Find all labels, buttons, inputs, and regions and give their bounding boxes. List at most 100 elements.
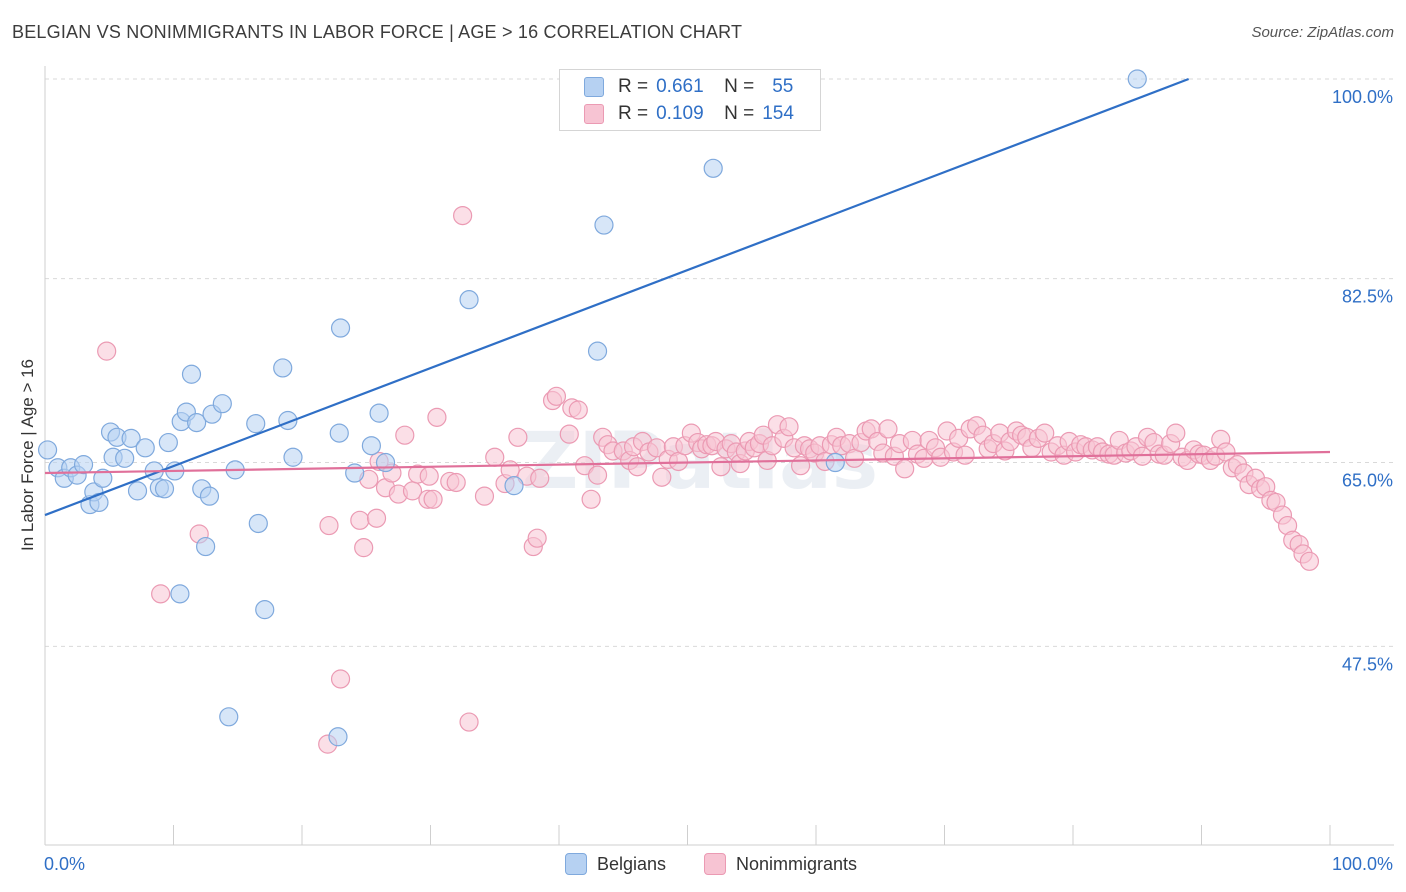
x-tick-label: 100.0% <box>1332 854 1393 874</box>
belgians-legend-label: Belgians <box>597 853 667 874</box>
nonimmigrants-point <box>779 417 799 437</box>
nonimmigrants-point <box>575 456 595 476</box>
belgians-n-value: 55 <box>772 76 794 97</box>
belgians-point <box>594 215 614 235</box>
belgians-point <box>212 394 232 414</box>
nonimmigrants-point <box>581 489 601 509</box>
nonimmigrants-point <box>1166 423 1186 443</box>
belgians-point <box>127 481 148 501</box>
belgians-r-value: 0.661 <box>656 76 704 97</box>
belgians-point <box>587 341 608 361</box>
belgians-point <box>154 479 175 499</box>
nonimmigrants-legend-label: Nonimmigrants <box>736 853 858 874</box>
belgians-point <box>703 158 723 178</box>
nonimmigrants-point <box>1035 423 1055 443</box>
belgians-point <box>187 412 207 433</box>
legend-row-nonimmigrants: R = 0.109 N = 154 <box>584 103 794 125</box>
bottom-legend-nonimmigrants: Nonimmigrants <box>704 852 857 876</box>
nonimmigrants-point <box>711 457 731 477</box>
nonimmigrants-swatch <box>584 104 604 124</box>
belgians-point <box>219 707 239 727</box>
nonimmigrants-point <box>453 205 473 226</box>
y-tick-label: 47.5% <box>1342 654 1393 674</box>
nonimmigrants-n-value: 154 <box>762 103 794 124</box>
belgians-point <box>115 448 135 468</box>
belgians-point <box>273 358 293 378</box>
belgians-n-label: N = <box>724 76 755 97</box>
nonimmigrants-point <box>459 712 479 732</box>
nonimmigrants-point <box>474 486 495 506</box>
nonimmigrants-point <box>530 468 550 488</box>
nonimmigrants-point <box>508 427 528 447</box>
nonimmigrants-point <box>354 538 374 558</box>
nonimmigrants-point <box>423 489 443 509</box>
source-label: Source: ZipAtlas.com <box>1251 24 1394 41</box>
bottom-legend-belgians: Belgians <box>565 852 666 876</box>
belgians-point <box>37 440 58 460</box>
nonimmigrants-point <box>97 341 117 361</box>
nonimmigrants-legend-swatch <box>704 853 726 875</box>
nonimmigrants-n-label: N = <box>724 103 755 124</box>
nonimmigrants-point <box>559 424 579 444</box>
nonimmigrants-point <box>627 457 647 477</box>
nonimmigrants-point <box>395 425 415 445</box>
belgians-point <box>255 600 275 620</box>
nonimmigrants-point <box>587 465 608 485</box>
belgians-point <box>283 447 303 467</box>
belgians-point <box>196 536 216 557</box>
belgians-point <box>369 403 389 423</box>
x-tick-label: 0.0% <box>44 854 85 874</box>
nonimmigrants-point <box>1299 551 1320 571</box>
nonimmigrants-point <box>500 460 520 480</box>
belgians-r-label: R = <box>618 76 649 97</box>
nonimmigrants-point <box>878 419 898 439</box>
belgians-trendline <box>44 77 1190 517</box>
belgians-point <box>1127 69 1147 89</box>
belgians-point <box>181 364 202 384</box>
nonimmigrants-point <box>485 447 505 467</box>
stats-legend: R = 0.661 N = 55 R = 0.109 N = 154 <box>559 69 821 131</box>
nonimmigrants-point <box>527 528 547 548</box>
y-tick-label: 82.5% <box>1342 287 1393 307</box>
nonimmigrants-trendline <box>44 450 1331 475</box>
belgians-point <box>330 318 351 338</box>
belgians-point <box>459 290 479 310</box>
nonimmigrants-r-label: R = <box>618 103 649 124</box>
tick-labels: 47.5% 65.0% 82.5% 100.0% 0.0% 100.0% <box>44 87 1393 874</box>
nonimmigrants-point <box>151 584 171 604</box>
y-tick-label: 100.0% <box>1332 87 1393 107</box>
nonimmigrants-point <box>366 508 387 528</box>
belgians-point <box>246 414 266 434</box>
belgians-point <box>93 468 113 488</box>
nonimmigrants-point <box>427 407 447 427</box>
nonimmigrants-point <box>419 466 439 486</box>
nonimmigrants-point <box>319 515 339 536</box>
legend-row-belgians: R = 0.661 N = 55 <box>584 76 793 98</box>
nonimmigrants-point <box>652 467 672 487</box>
nonimmigrants-point <box>546 386 567 406</box>
belgians-point <box>73 455 94 475</box>
belgians-points <box>37 69 1147 747</box>
belgians-point <box>329 423 349 443</box>
belgians-point <box>248 513 268 534</box>
trendlines <box>44 77 1331 517</box>
nonimmigrants-point <box>955 445 975 465</box>
belgians-point <box>158 432 178 453</box>
nonimmigrants-point <box>350 510 370 530</box>
belgians-point <box>170 584 190 604</box>
belgians-point <box>504 476 524 496</box>
nonimmigrants-r-value: 0.109 <box>656 103 704 124</box>
nonimmigrants-point <box>895 459 915 479</box>
belgians-point <box>199 486 220 506</box>
belgians-point <box>361 436 381 456</box>
nonimmigrants-point <box>446 472 466 493</box>
belgians-legend-swatch <box>565 853 587 875</box>
belgians-point <box>375 452 396 473</box>
belgians-point <box>328 727 348 747</box>
belgians-point <box>825 452 845 473</box>
chart-title: BELGIAN VS NONIMMIGRANTS IN LABOR FORCE … <box>12 22 743 42</box>
belgians-swatch <box>584 77 604 97</box>
nonimmigrants-point <box>330 669 351 689</box>
nonimmigrants-point <box>790 456 811 476</box>
